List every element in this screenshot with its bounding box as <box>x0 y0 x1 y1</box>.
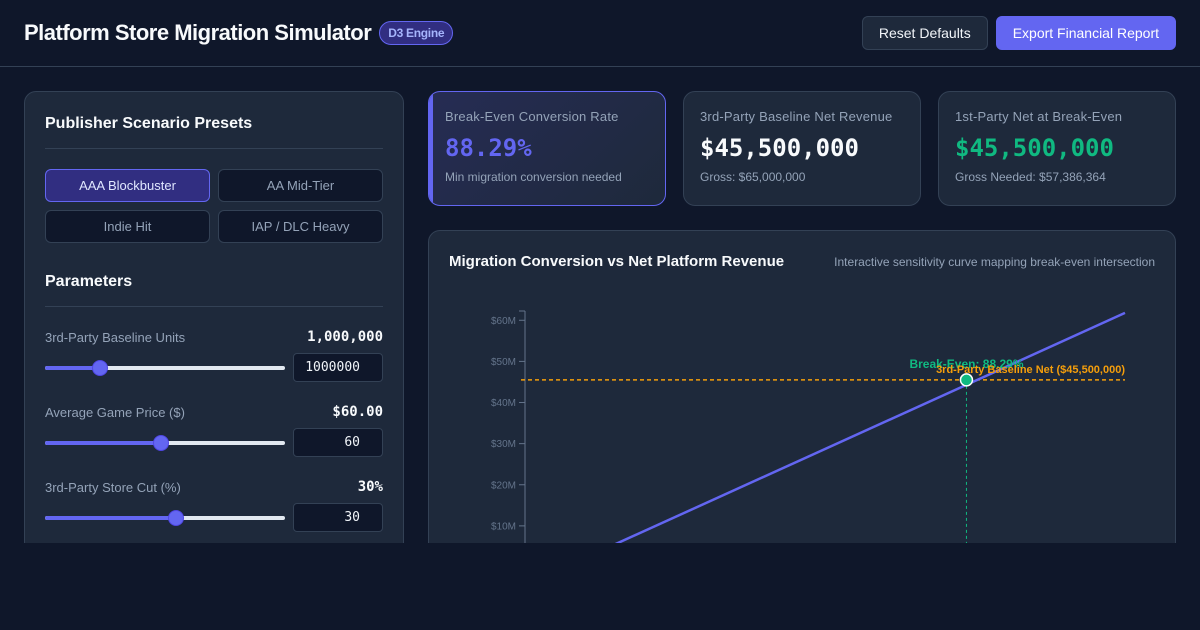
param-label: 3rd-Party Baseline Units <box>45 329 186 345</box>
param-store-cut: 3rd-Party Store Cut (%) 30% <box>45 479 383 532</box>
app-header: Platform Store Migration Simulator D3 En… <box>0 0 1200 67</box>
controls-panel: Publisher Scenario Presets AAA Blockbust… <box>24 91 404 561</box>
preset-aa-mid-tier[interactable]: AA Mid-Tier <box>218 169 383 202</box>
kpi-label: 3rd-Party Baseline Net Revenue <box>700 109 893 124</box>
viewport-bottom <box>0 543 1200 630</box>
baseline-label: 3rd-Party Baseline Net ($45,500,000) <box>936 364 1125 376</box>
kpi-sub: Min migration conversion needed <box>445 170 622 184</box>
kpi-label: 1st-Party Net at Break-Even <box>955 109 1123 124</box>
net-revenue-line <box>579 311 1126 559</box>
break-even-point <box>959 373 974 387</box>
param-label: 3rd-Party Store Cut (%) <box>45 479 181 495</box>
y-tick-label: $10M <box>491 521 516 532</box>
slider-thumb[interactable] <box>92 359 109 376</box>
store-cut-slider[interactable] <box>45 509 285 526</box>
y-tick-label: $50M <box>491 357 516 368</box>
baseline-units-slider[interactable] <box>45 359 285 376</box>
preset-aaa-blockbuster[interactable]: AAA Blockbuster <box>45 169 210 202</box>
game-price-slider[interactable] <box>45 434 285 451</box>
baseline-units-input[interactable] <box>293 353 383 382</box>
slider-thumb[interactable] <box>152 434 169 451</box>
kpi-cards: Break-Even Conversion Rate 88.29% Min mi… <box>428 91 1176 206</box>
y-tick-label: $60M <box>491 316 516 327</box>
kpi-baseline-net: 3rd-Party Baseline Net Revenue $45,500,0… <box>683 91 921 206</box>
slider-track <box>45 365 285 370</box>
param-label: Average Game Price ($) <box>45 404 185 420</box>
y-tick-label: $40M <box>491 398 516 409</box>
kpi-value: 88.29% <box>445 134 532 162</box>
kpi-first-party-net: 1st-Party Net at Break-Even $45,500,000 … <box>938 91 1176 206</box>
preset-grid: AAA Blockbuster AA Mid-Tier Indie Hit IA… <box>45 169 383 243</box>
break-even-label: Break-Even: 88.29% <box>909 357 1023 371</box>
chart-panel: $10M $20M $30M $40M $50M $60M Break-Even: 88.2… <box>428 230 1176 560</box>
header-actions: Reset Defaults Export Financial Report <box>861 16 1176 50</box>
param-baseline-units: 3rd-Party Baseline Units 1,000,000 <box>45 329 383 382</box>
slider-fill <box>45 440 161 445</box>
presets-title: Publisher Scenario Presets <box>45 115 383 149</box>
chart-title: Migration Conversion vs Net Platform Rev… <box>449 253 785 270</box>
preset-indie-hit[interactable]: Indie Hit <box>45 210 210 243</box>
engine-badge: D3 Engine <box>379 21 454 45</box>
param-game-price: Average Game Price ($) $60.00 <box>45 404 383 457</box>
revenue-chart: $10M $20M $30M $40M $50M $60M Break-Even: 88.2… <box>491 310 1126 559</box>
reset-defaults-button[interactable]: Reset Defaults <box>861 16 988 50</box>
kpi-value: $45,500,000 <box>700 134 859 162</box>
kpi-label: Break-Even Conversion Rate <box>445 109 619 124</box>
chart-header: Migration Conversion vs Net Platform Rev… <box>449 253 1155 270</box>
export-report-button[interactable]: Export Financial Report <box>995 16 1176 50</box>
preset-iap-dlc-heavy[interactable]: IAP / DLC Heavy <box>218 210 383 243</box>
chart-description: Interactive sensitivity curve mapping br… <box>834 255 1155 269</box>
slider-fill <box>45 365 96 370</box>
param-value: 30% <box>357 479 383 495</box>
y-tick-label: $30M <box>491 439 516 450</box>
param-value: 1,000,000 <box>307 329 383 345</box>
parameters-title: Parameters <box>45 273 383 307</box>
game-price-input[interactable] <box>293 428 383 457</box>
kpi-value: $45,500,000 <box>955 134 1114 162</box>
kpi-sub: Gross: $65,000,000 <box>700 170 806 184</box>
kpi-break-even-rate: Break-Even Conversion Rate 88.29% Min mi… <box>428 91 666 206</box>
store-cut-input[interactable] <box>293 503 383 532</box>
slider-fill <box>45 515 177 520</box>
y-tick-label: $20M <box>491 480 516 491</box>
slider-thumb[interactable] <box>168 509 185 526</box>
kpi-sub: Gross Needed: $57,386,364 <box>955 170 1106 184</box>
page-title: Platform Store Migration Simulator <box>24 20 372 45</box>
param-value: $60.00 <box>332 404 383 420</box>
brand: Platform Store Migration Simulator D3 En… <box>24 20 454 46</box>
